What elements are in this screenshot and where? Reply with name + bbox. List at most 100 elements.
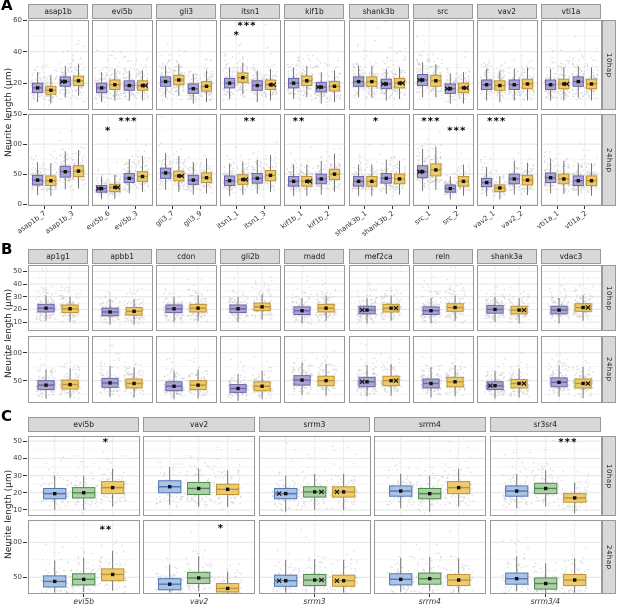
facet-cell-gli3-10hap	[156, 19, 218, 110]
y-axis-tick-label: 30	[13, 471, 22, 480]
y-axis-tick-label: 40	[13, 47, 22, 56]
significance-stars: ***	[487, 116, 506, 127]
boxplot-vav2-10hap	[476, 19, 538, 110]
boxplot-sr3sr4-24hap	[489, 520, 602, 595]
facet-cell-reln-10hap	[412, 265, 474, 331]
facet-strip-vti1a: vti1a	[540, 4, 601, 19]
significance-stars: *	[103, 437, 109, 448]
y-axis-tick-label: 40	[13, 454, 22, 463]
facet-cell-srrm4-24hap	[374, 520, 487, 595]
facet-cell-asap1b-24hap	[28, 113, 89, 206]
row-strip-10hap: 10hap	[602, 436, 616, 516]
y-axis-tick-label: 10	[13, 505, 22, 514]
facet-cell-vav2-24hap: ***	[476, 113, 538, 206]
facet-strip-sr3sr4: sr3sr4	[489, 417, 601, 432]
y-axis-tick-mark	[23, 143, 27, 145]
y-axis-tick-label: 50	[13, 376, 22, 385]
boxplot-src-24hap: *** ***	[412, 113, 474, 206]
boxplot-evi5b-24hap: **	[28, 520, 140, 595]
facet-cell-src-10hap	[412, 19, 474, 110]
x-axis-label: srrm3/4	[530, 597, 561, 606]
boxplot-gli3-10hap	[156, 19, 218, 110]
x-axis-tick-mark	[236, 206, 238, 209]
y-axis-tick-label: 10	[13, 318, 22, 327]
facet-strip-shank3a: shank3a	[476, 249, 537, 264]
significance-stars: *	[372, 116, 378, 127]
row-strip-label: 10hap	[605, 285, 613, 311]
facet-cell-apbb1-24hap	[92, 335, 154, 403]
y-axis-tick-label: 100	[8, 140, 22, 149]
facet-strip-madd: madd	[284, 249, 345, 264]
facet-strip-cdon: cdon	[156, 249, 217, 264]
facet-cell-evi5b-10hap: *	[28, 436, 140, 516]
boxplot-shank3a-24hap	[476, 336, 538, 403]
y-axis-tick-mark	[23, 380, 27, 382]
y-axis-tick-mark	[23, 492, 27, 494]
facet-cell-vdac3-10hap	[540, 265, 602, 331]
facet-cell-madd-10hap	[284, 265, 346, 331]
row-strip-label: 10hap	[605, 52, 613, 78]
facet-strip-srrm3: srrm3	[258, 417, 371, 432]
boxplot-gli3-24hap	[156, 113, 218, 206]
x-axis-tick-mark	[456, 206, 458, 209]
x-axis-tick-mark	[171, 206, 173, 209]
y-axis-tick-mark	[23, 541, 27, 543]
y-axis-tick-label: 50	[13, 437, 22, 446]
facet-strip-srrm4: srrm4	[374, 417, 486, 432]
y-axis-tick-mark	[23, 509, 27, 511]
x-axis-tick-mark	[520, 206, 522, 209]
boxplot-mef2ca-24hap	[348, 336, 410, 403]
y-axis-tick-label: 100	[8, 538, 22, 547]
row-strip-label: 24hap	[605, 357, 613, 382]
x-axis-tick-mark	[135, 206, 137, 209]
x-axis-label: vav2	[189, 597, 209, 606]
boxplot-vdac3-24hap	[540, 336, 602, 403]
significance-stars: ***	[119, 116, 138, 127]
facet-cell-ap1g1-10hap	[28, 265, 89, 331]
boxplot-sr3sr4-10hap: ***	[489, 436, 602, 516]
boxplot-ap1g1-24hap	[28, 336, 89, 403]
y-axis-tick-mark	[23, 576, 27, 578]
y-axis-tick-mark	[23, 321, 27, 323]
x-axis-tick-mark	[83, 594, 85, 597]
facet-cell-evi5b-10hap	[92, 19, 154, 110]
y-axis-tick-mark	[23, 308, 27, 310]
facet-cell-madd-24hap	[284, 336, 346, 403]
boxplot-cdon-10hap	[156, 265, 218, 331]
facet-cell-itsn1-10hap: *** *	[220, 19, 282, 110]
panel-label-c: C	[1, 407, 13, 425]
boxplot-itsn1-24hap: **	[220, 113, 282, 206]
y-axis-tick-mark	[23, 475, 27, 477]
row-strip-10hap: 10hap	[602, 265, 616, 331]
facet-cell-vav2-24hap: *	[143, 520, 256, 595]
x-axis-tick-mark	[107, 206, 109, 209]
y-axis-tick-mark	[23, 82, 27, 84]
facet-cell-kif1b-24hap: **	[284, 113, 346, 206]
boxplot-cdon-24hap	[156, 336, 218, 403]
y-axis-tick-mark	[23, 440, 27, 442]
boxplot-src-10hap	[412, 19, 474, 110]
y-axis-tick-mark	[23, 173, 27, 175]
row-strip-label: 24hap	[605, 147, 613, 173]
y-axis-tick-label: 50	[13, 170, 22, 179]
y-axis-tick-mark	[23, 457, 27, 459]
x-axis-tick-mark	[429, 594, 431, 597]
x-axis-label: srrm4	[418, 597, 441, 606]
facet-cell-srrm3-24hap	[258, 520, 371, 595]
significance-stars: ***	[558, 437, 577, 448]
y-axis-tick-label: 50	[13, 267, 22, 276]
boxplot-madd-24hap	[284, 336, 346, 403]
boxplot-shank3b-10hap	[348, 19, 410, 110]
y-axis-tick-label: 50	[13, 573, 22, 582]
row-strip-24hap: 24hap	[602, 114, 616, 206]
facet-cell-src-24hap: *** ***	[412, 113, 474, 206]
boxplot-kif1b-24hap: **	[284, 113, 346, 206]
boxplot-shank3a-10hap	[476, 265, 538, 331]
y-axis-tick-mark	[23, 113, 27, 115]
facet-strip-reln: reln	[412, 249, 473, 264]
facet-strip-vav2: vav2	[476, 4, 537, 19]
facet-cell-apbb1-10hap	[92, 265, 154, 331]
facet-cell-gli2b-10hap	[220, 265, 282, 331]
boxplot-srrm4-24hap	[374, 520, 487, 595]
